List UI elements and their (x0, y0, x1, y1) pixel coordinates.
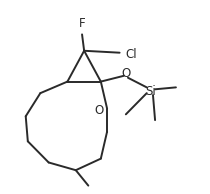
Text: O: O (94, 104, 103, 117)
Text: Cl: Cl (126, 48, 138, 61)
Text: Si: Si (146, 85, 156, 98)
Text: F: F (79, 17, 85, 30)
Text: O: O (121, 67, 130, 80)
